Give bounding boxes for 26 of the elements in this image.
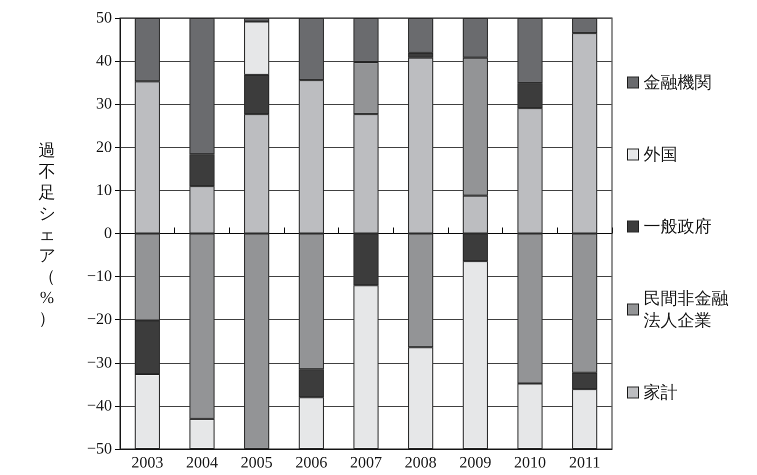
x-tick-label: 2005 (240, 454, 273, 472)
y-tick-label: 50 (96, 10, 112, 26)
y-tick-label: −50 (86, 440, 112, 458)
x-tick-label: 2004 (186, 454, 218, 472)
y-tick-label: −30 (86, 354, 112, 372)
y-tick-label: 0 (104, 225, 112, 242)
y-tick-label: 40 (96, 52, 112, 70)
x-tick-label: 2008 (404, 454, 437, 472)
legend-label: 一般政府 (644, 217, 712, 236)
x-tick-label: 2006 (295, 454, 328, 472)
legend-label: 外国 (644, 145, 678, 164)
y-tick-label: −20 (86, 311, 112, 328)
y-tick-label: 30 (96, 96, 112, 113)
x-tick-label: 2003 (131, 454, 164, 472)
y-tick-label: 10 (96, 182, 112, 199)
x-tick-label: 2007 (350, 454, 382, 472)
text: 過不足シェア（%） (38, 141, 56, 328)
x-tick-label: 2010 (514, 454, 546, 472)
legend-label: 金融機関 (644, 73, 712, 92)
y-tick-label: −40 (86, 397, 112, 414)
x-tick-label: 2011 (568, 454, 600, 472)
legend-label: 家計 (644, 383, 678, 402)
y-tick-label: 20 (96, 138, 112, 156)
y-tick-label: −10 (86, 268, 112, 286)
x-tick-label: 2009 (459, 454, 492, 472)
legend-label: 民間非金融法人企業 (644, 289, 728, 330)
